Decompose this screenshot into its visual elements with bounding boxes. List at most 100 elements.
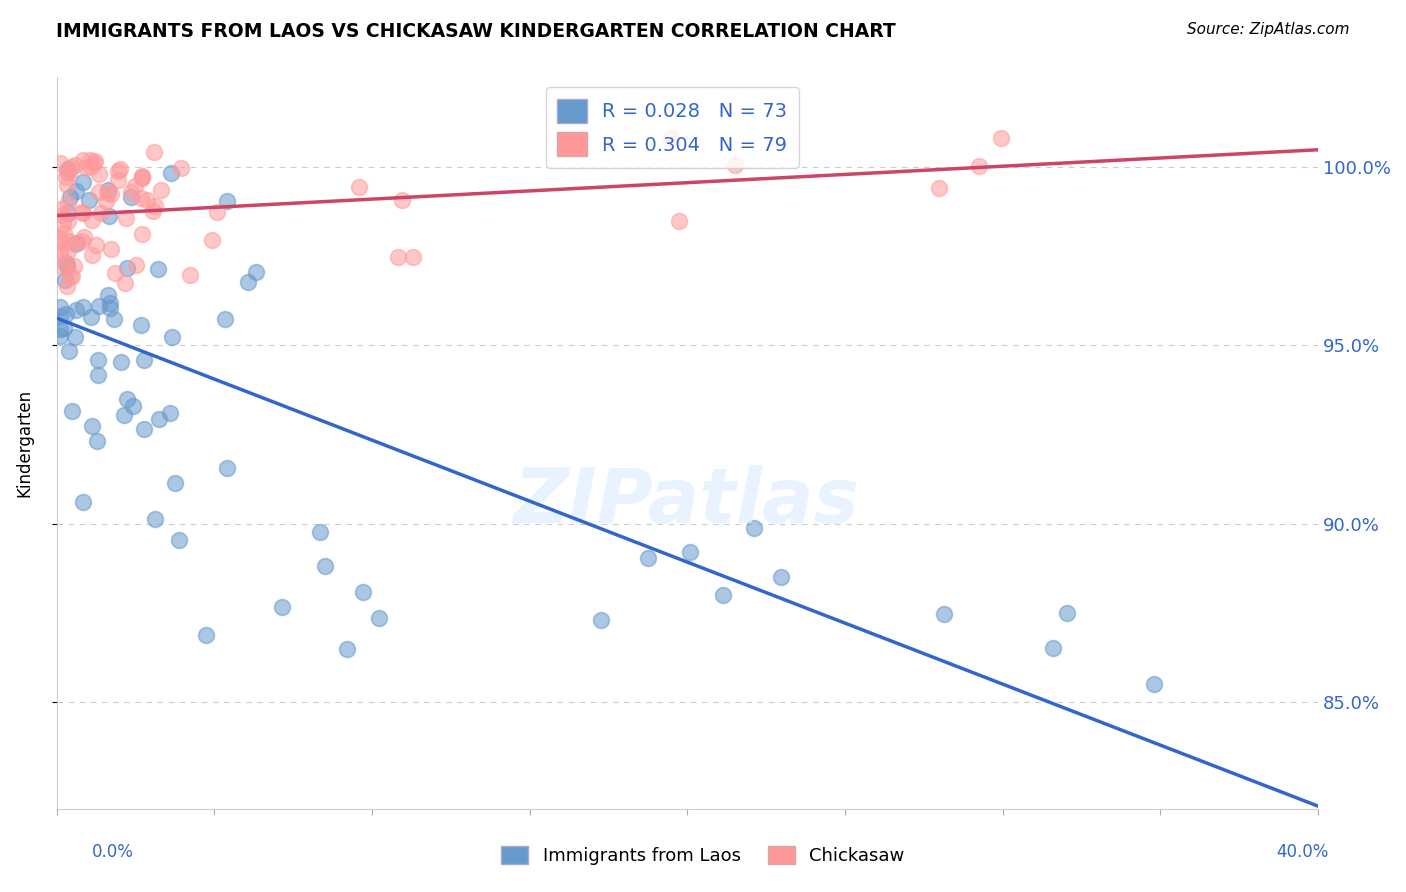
Point xyxy=(58,165,80,179)
Point xyxy=(314,558,336,573)
Point xyxy=(58,344,80,359)
Point xyxy=(56,195,79,210)
Point xyxy=(72,153,94,167)
Point xyxy=(1143,677,1166,691)
Point xyxy=(49,155,72,169)
Point xyxy=(49,329,72,343)
Point xyxy=(56,178,79,192)
Point xyxy=(97,183,120,197)
Point xyxy=(387,250,409,264)
Point xyxy=(170,161,193,175)
Point xyxy=(308,524,330,539)
Point xyxy=(391,193,413,207)
Point xyxy=(80,310,103,325)
Point xyxy=(103,312,125,326)
Point xyxy=(142,203,165,218)
Point xyxy=(83,154,105,169)
Point xyxy=(49,235,72,249)
Point xyxy=(194,627,217,641)
Point xyxy=(80,213,103,227)
Point xyxy=(56,161,79,176)
Point xyxy=(659,131,682,145)
Point xyxy=(179,268,201,282)
Point xyxy=(724,158,747,172)
Legend: R = 0.028   N = 73, R = 0.304   N = 79: R = 0.028 N = 73, R = 0.304 N = 79 xyxy=(546,87,799,168)
Legend: Immigrants from Laos, Chickasaw: Immigrants from Laos, Chickasaw xyxy=(494,838,912,872)
Point xyxy=(107,164,129,178)
Point xyxy=(59,270,82,285)
Point xyxy=(131,169,153,184)
Text: ZIPatlas: ZIPatlas xyxy=(515,465,860,539)
Point xyxy=(59,190,82,204)
Point xyxy=(94,194,117,209)
Point xyxy=(270,599,292,614)
Point xyxy=(70,205,93,219)
Point xyxy=(1042,641,1064,656)
Point xyxy=(143,511,166,525)
Point xyxy=(55,170,77,185)
Point xyxy=(60,160,83,174)
Point xyxy=(1056,606,1078,620)
Point xyxy=(98,301,121,316)
Point xyxy=(56,206,79,220)
Point xyxy=(56,279,79,293)
Point xyxy=(143,145,166,159)
Point xyxy=(125,259,148,273)
Point xyxy=(56,259,79,273)
Point xyxy=(49,300,72,314)
Point xyxy=(108,162,131,177)
Point xyxy=(80,160,103,174)
Point xyxy=(770,570,793,584)
Point xyxy=(167,533,190,547)
Point xyxy=(114,276,136,290)
Point xyxy=(98,296,121,310)
Point xyxy=(63,237,86,252)
Point xyxy=(990,131,1012,145)
Point xyxy=(122,399,145,413)
Point xyxy=(402,250,425,264)
Point xyxy=(107,173,129,187)
Point xyxy=(70,234,93,248)
Text: Source: ZipAtlas.com: Source: ZipAtlas.com xyxy=(1187,22,1350,37)
Point xyxy=(120,190,142,204)
Point xyxy=(165,475,187,490)
Point xyxy=(55,307,77,321)
Point xyxy=(352,585,374,599)
Point xyxy=(58,244,80,258)
Point xyxy=(79,153,101,168)
Point xyxy=(967,159,990,173)
Point xyxy=(56,214,79,228)
Point xyxy=(336,642,359,657)
Point xyxy=(72,175,94,189)
Point xyxy=(245,265,267,279)
Point xyxy=(53,227,76,241)
Point xyxy=(58,234,80,248)
Point xyxy=(72,206,94,220)
Point xyxy=(51,202,73,216)
Point xyxy=(159,166,181,180)
Point xyxy=(347,180,370,194)
Point xyxy=(201,233,224,247)
Point xyxy=(367,611,389,625)
Text: IMMIGRANTS FROM LAOS VS CHICKASAW KINDERGARTEN CORRELATION CHART: IMMIGRANTS FROM LAOS VS CHICKASAW KINDER… xyxy=(56,22,896,41)
Point xyxy=(131,227,153,241)
Point xyxy=(87,368,110,383)
Point xyxy=(63,330,86,344)
Point xyxy=(89,167,111,181)
Point xyxy=(55,256,77,270)
Point xyxy=(115,261,138,276)
Point xyxy=(129,318,152,332)
Point xyxy=(97,287,120,301)
Point xyxy=(72,300,94,314)
Point xyxy=(65,185,87,199)
Point xyxy=(589,613,612,627)
Text: 40.0%: 40.0% xyxy=(1277,843,1329,861)
Point xyxy=(150,183,173,197)
Point xyxy=(77,193,100,207)
Point xyxy=(637,551,659,566)
Point xyxy=(110,355,132,369)
Point xyxy=(100,242,122,256)
Point xyxy=(160,330,183,344)
Point xyxy=(112,408,135,422)
Point xyxy=(73,230,96,244)
